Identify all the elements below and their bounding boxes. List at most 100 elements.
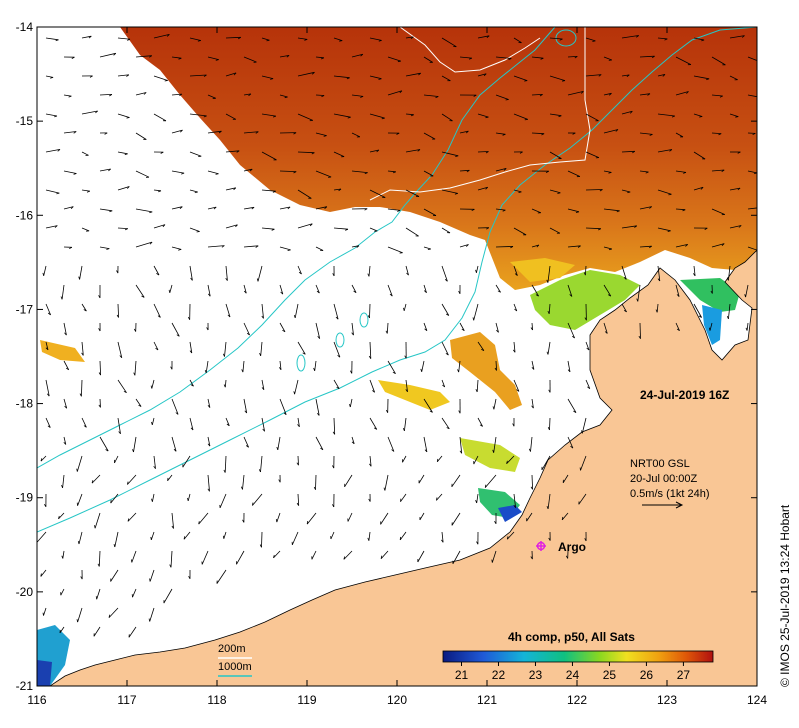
current-vector-head — [374, 427, 377, 430]
current-vector — [747, 207, 757, 210]
current-vector — [243, 168, 253, 172]
current-vector-head — [484, 484, 487, 488]
current-vector-head — [311, 71, 315, 75]
current-vector-head — [535, 294, 539, 297]
current-vector-head — [718, 133, 722, 136]
current-vector-head — [584, 317, 587, 321]
current-vector — [621, 225, 637, 229]
current-vector-head — [153, 465, 156, 469]
current-vector — [639, 55, 655, 58]
sst-patch-2 — [378, 380, 450, 410]
current-vector — [387, 90, 403, 96]
current-vector — [171, 322, 180, 337]
current-vector — [45, 75, 54, 78]
current-vector-head — [512, 349, 516, 353]
current-vector — [639, 170, 649, 173]
current-vector — [114, 531, 119, 548]
current-vector-head — [518, 191, 522, 193]
current-vector-head — [383, 487, 386, 491]
current-vector-head — [47, 312, 51, 316]
current-vector — [99, 208, 113, 212]
current-vector-head — [157, 315, 161, 318]
current-vector-head — [183, 536, 185, 540]
current-vector — [567, 208, 580, 213]
current-vector-head — [574, 56, 578, 59]
current-vector-head — [572, 132, 576, 135]
current-vector — [79, 265, 83, 280]
current-vector-head — [548, 389, 551, 393]
current-vector-head — [55, 39, 59, 42]
current-vector-head — [76, 619, 78, 623]
current-vector — [675, 56, 692, 65]
current-vector-head — [380, 555, 383, 559]
current-vector-head — [376, 149, 380, 153]
current-vector-head — [123, 390, 127, 394]
current-vector — [261, 227, 275, 230]
current-vector-head — [68, 95, 72, 98]
current-vector — [493, 398, 497, 410]
current-vector-head — [458, 290, 461, 294]
current-vector-head — [424, 328, 428, 332]
current-vector — [477, 73, 487, 77]
current-vector — [297, 37, 308, 40]
current-vector — [207, 170, 219, 175]
current-vector — [549, 151, 562, 159]
current-vector — [224, 341, 227, 357]
y-tick-label: -19 — [16, 491, 34, 505]
current-vector — [441, 37, 457, 48]
current-vector — [580, 455, 587, 471]
current-vector — [110, 493, 119, 504]
current-vector — [243, 284, 247, 294]
current-vector-head — [179, 93, 183, 97]
current-vector-head — [237, 36, 242, 40]
current-vector — [344, 474, 353, 488]
current-vector-head — [368, 498, 371, 502]
current-vector-head — [296, 502, 300, 506]
current-vector — [189, 227, 200, 232]
current-vector — [347, 512, 353, 522]
current-vector-head — [190, 427, 194, 431]
current-vector-head — [198, 521, 200, 525]
current-vector — [495, 284, 501, 293]
current-vector-head — [701, 39, 705, 42]
current-vector-head — [435, 96, 439, 99]
current-vector — [531, 244, 540, 248]
current-vector — [693, 151, 706, 160]
current-vector — [729, 225, 742, 229]
current-vector-head — [181, 172, 185, 175]
current-vector — [77, 493, 83, 506]
current-vector-head — [47, 425, 51, 428]
current-vector-head — [337, 354, 341, 358]
current-vector — [639, 132, 653, 135]
current-vector — [189, 151, 202, 157]
current-vector-head — [356, 245, 360, 248]
current-vector-head — [262, 428, 265, 432]
current-vector-head — [497, 290, 501, 293]
current-vector — [261, 37, 270, 41]
current-vector — [279, 170, 297, 172]
current-vector-head — [339, 40, 343, 42]
current-vector — [225, 150, 240, 153]
current-vector — [117, 417, 121, 434]
current-vector — [567, 245, 581, 248]
current-vector — [236, 550, 245, 565]
current-vector — [297, 113, 313, 121]
current-vector — [297, 455, 299, 466]
current-vector-head — [151, 498, 153, 502]
current-vector — [257, 265, 263, 282]
current-vector-head — [475, 499, 478, 504]
current-vector — [351, 132, 361, 138]
current-vector — [333, 341, 341, 358]
current-vector — [279, 206, 291, 210]
current-vector — [314, 360, 317, 371]
current-vector — [441, 379, 446, 388]
current-vector-head — [378, 40, 382, 42]
current-vector-head — [486, 227, 490, 230]
current-vector — [369, 417, 378, 430]
current-vector-head — [353, 290, 357, 294]
current-vector-head — [275, 519, 278, 523]
current-vector-head — [403, 307, 405, 311]
contour-legend-1000m: 1000m — [218, 661, 252, 673]
current-vector — [243, 245, 259, 248]
